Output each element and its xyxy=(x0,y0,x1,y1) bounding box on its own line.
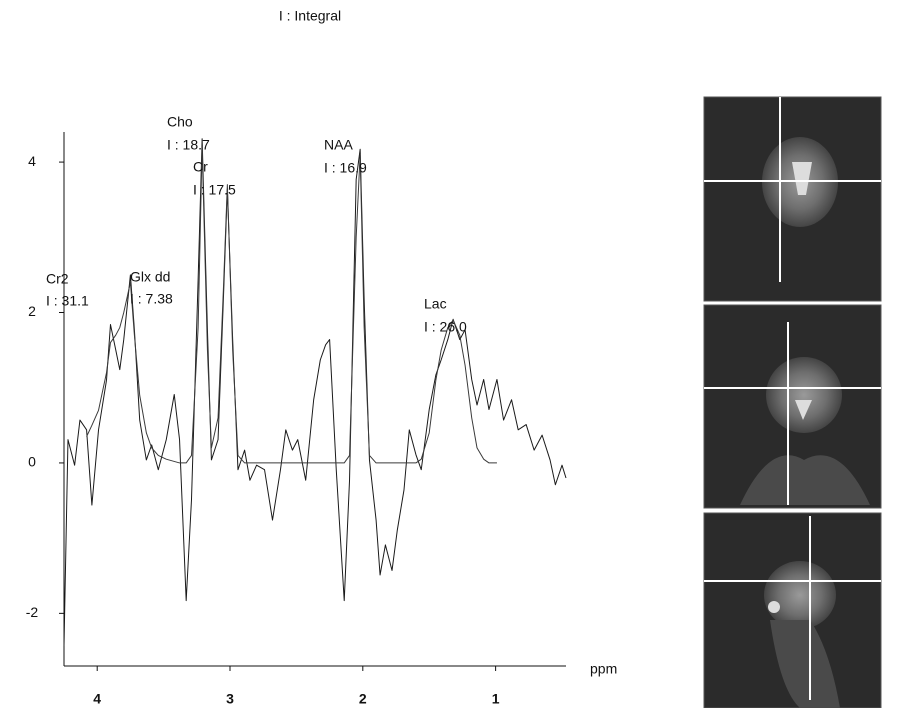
peak-label: I : 16.9 xyxy=(324,160,367,176)
x-tick-label: 2 xyxy=(359,691,367,707)
peak-label: Lac xyxy=(424,296,447,312)
peak-label: I : 31.1 xyxy=(46,293,89,309)
y-tick-label: 0 xyxy=(28,454,36,470)
peak-label: I : 17.5 xyxy=(193,182,236,198)
chart-title: I : Integral xyxy=(279,8,341,24)
x-axis-label: ppm xyxy=(590,661,617,677)
chart: I : Integral ppm -2 0 2 4 4 3 2 1 Cho I : 18.7 Cr I… xyxy=(0,0,908,708)
peak-label: I : 18.7 xyxy=(167,137,210,153)
mri-sagittal xyxy=(704,513,881,708)
peak-label: Cr2 xyxy=(46,271,69,287)
peak-label: NAA xyxy=(324,137,353,153)
y-tick-label: 2 xyxy=(28,303,36,319)
mri-axial xyxy=(704,97,881,301)
peak-label: I : 26.0 xyxy=(424,319,467,335)
x-tick-label: 1 xyxy=(492,691,500,707)
peak-label: I : 7.38 xyxy=(130,291,173,307)
y-tick-label: -2 xyxy=(26,604,39,620)
y-tick-label: 4 xyxy=(28,153,36,169)
peak-label: Cr xyxy=(193,159,208,175)
x-tick-label: 4 xyxy=(93,691,101,707)
peak-label: Cho xyxy=(167,114,193,130)
mri-coronal xyxy=(704,305,881,508)
x-tick-label: 3 xyxy=(226,691,234,707)
peak-label: Glx dd xyxy=(130,269,170,285)
